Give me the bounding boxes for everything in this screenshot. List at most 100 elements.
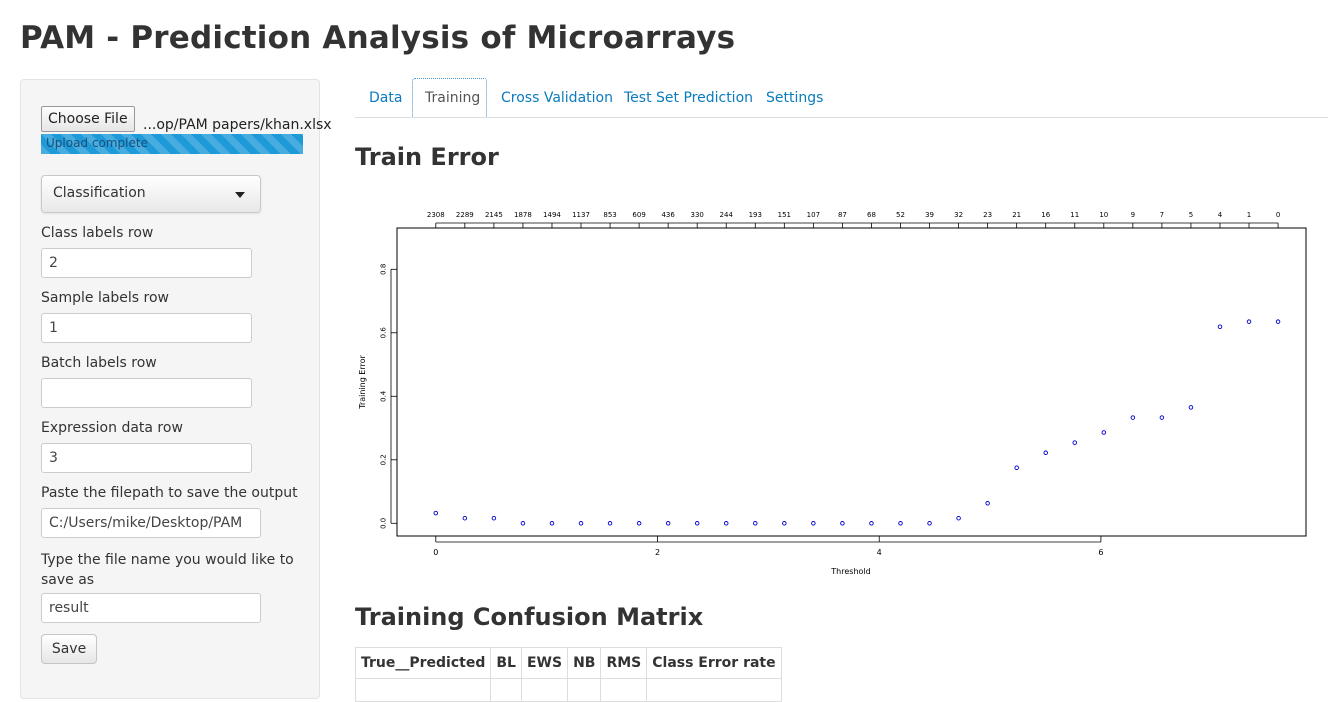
table-row xyxy=(354,678,782,702)
choose-file-button[interactable]: Choose File xyxy=(41,106,135,132)
top-axis-label: 193 xyxy=(749,211,762,219)
top-axis-label: 107 xyxy=(807,211,820,219)
top-axis-label: 1878 xyxy=(514,211,532,219)
batch-labels-row-input[interactable] xyxy=(41,378,252,408)
data-point xyxy=(520,521,526,526)
data-point xyxy=(1246,319,1252,324)
sample-labels-row-label: Sample labels row xyxy=(41,290,170,306)
data-point xyxy=(1101,430,1107,435)
column-header: True__Predicted xyxy=(354,647,492,679)
data-point xyxy=(1188,405,1194,410)
top-axis-label: 1494 xyxy=(543,211,561,219)
tab-settings[interactable]: Settings xyxy=(766,90,824,106)
data-point xyxy=(1275,319,1281,324)
top-axis-label: 87 xyxy=(838,211,847,219)
data-point xyxy=(462,515,468,521)
top-axis-label: 68 xyxy=(867,211,876,219)
top-axis-label: 4 xyxy=(1218,211,1223,219)
top-axis-label: 0 xyxy=(1276,211,1280,219)
data-point xyxy=(491,515,497,521)
data-point xyxy=(840,521,845,526)
data-point xyxy=(869,521,874,526)
tab-training[interactable]: Training xyxy=(412,78,487,117)
data-point xyxy=(1159,415,1165,420)
tab-bar: Data Training Cross Validation Test Set … xyxy=(355,78,1328,118)
train-error-heading: Train Error xyxy=(355,143,499,171)
analysis-type-select[interactable]: Classification xyxy=(41,175,261,213)
expression-data-row-label: Expression data row xyxy=(41,420,183,436)
top-axis-label: 2289 xyxy=(456,211,474,219)
column-header: Class Error rate xyxy=(646,647,782,679)
class-labels-row-input[interactable]: 2 xyxy=(41,248,252,278)
save-button[interactable]: Save xyxy=(41,634,97,664)
data-point xyxy=(723,521,729,526)
column-header: RMS xyxy=(600,647,648,679)
data-point xyxy=(811,521,816,526)
tab-test-set-prediction[interactable]: Test Set Prediction xyxy=(624,90,754,106)
column-header: BL xyxy=(490,647,522,679)
column-header: EWS xyxy=(520,647,569,679)
top-axis-label: 853 xyxy=(603,211,616,219)
top-axis-label: 10 xyxy=(1099,211,1108,219)
output-path-input[interactable]: C:/Users/mike/Desktop/PAM xyxy=(41,508,261,538)
top-axis: 2308 2289 2145 1878 1494 1137 853 609 436 330 244 1… xyxy=(427,211,1280,228)
top-axis-label: 436 xyxy=(661,211,675,219)
upload-progress-bar: Upload complete xyxy=(41,134,303,154)
confusion-matrix-heading: Training Confusion Matrix xyxy=(355,603,704,631)
upload-status: Upload complete xyxy=(46,136,148,150)
x-axis: 0 2 4 6 xyxy=(433,536,1103,557)
data-point xyxy=(956,515,961,521)
x-axis-label: Threshold xyxy=(830,567,870,576)
top-axis-label: 32 xyxy=(954,211,963,219)
plot-frame xyxy=(396,227,1307,537)
top-axis-label: 244 xyxy=(720,211,734,219)
column-header: NB xyxy=(567,647,602,679)
top-axis-label: 7 xyxy=(1160,211,1164,219)
table-header-row: True__Predicted BL EWS NB RMS Class Erro… xyxy=(354,647,782,679)
top-axis-label: 2308 xyxy=(427,211,445,219)
top-axis-label: 2145 xyxy=(485,211,503,219)
data-point xyxy=(578,521,584,526)
top-axis-label: 11 xyxy=(1070,211,1079,219)
top-axis-label: 52 xyxy=(896,211,905,219)
data-point xyxy=(1217,324,1223,330)
data-point xyxy=(782,521,787,526)
y-tick-label: 0.0 xyxy=(380,518,388,529)
y-tick-label: 0.2 xyxy=(380,454,388,465)
top-axis-label: 23 xyxy=(983,211,992,219)
batch-labels-row-label: Batch labels row xyxy=(41,355,157,371)
top-axis-label: 16 xyxy=(1041,211,1050,219)
y-axis-label: Training Error xyxy=(358,354,367,409)
y-tick-label: 0.4 xyxy=(380,390,388,402)
output-path-label: Paste the filepath to save the output xyxy=(41,485,298,501)
expression-data-row-input[interactable]: 3 xyxy=(41,443,252,473)
data-points xyxy=(433,319,1281,526)
top-axis-label: 21 xyxy=(1012,211,1021,219)
data-point xyxy=(665,521,671,526)
data-point xyxy=(636,521,642,526)
app-title: PAM - Prediction Analysis of Microarrays xyxy=(20,20,736,56)
sample-labels-row-input[interactable]: 1 xyxy=(41,313,252,343)
class-labels-row-label: Class labels row xyxy=(41,225,154,241)
file-name-input[interactable]: result xyxy=(41,593,261,623)
data-point xyxy=(1014,465,1019,470)
analysis-type-value: Classification xyxy=(53,185,146,201)
top-axis-label: 9 xyxy=(1131,211,1135,219)
top-axis-label: 39 xyxy=(925,211,934,219)
data-point xyxy=(1043,450,1048,456)
y-axis: 0.0 0.2 0.4 0.6 0.8 xyxy=(380,264,397,529)
data-point xyxy=(549,521,555,526)
tab-data[interactable]: Data xyxy=(369,90,403,106)
data-point xyxy=(607,521,613,526)
y-tick-label: 0.6 xyxy=(380,327,388,339)
file-name-label: Type the file name you would like to sav… xyxy=(41,552,294,588)
y-tick-label: 0.8 xyxy=(380,264,388,275)
data-point xyxy=(433,510,439,516)
data-point xyxy=(753,521,758,526)
selected-file-name: ...op/PAM papers/khan.xlsx xyxy=(143,117,332,133)
tab-cross-validation[interactable]: Cross Validation xyxy=(501,90,613,106)
train-error-plot: 2308 2289 2145 1878 1494 1137 853 609 436 330 244 1… xyxy=(358,211,1307,576)
x-tick-label: 4 xyxy=(877,548,882,557)
sidebar-panel: Choose File ...op/PAM papers/khan.xlsx U… xyxy=(20,79,332,699)
top-axis-label: 1 xyxy=(1247,211,1251,219)
